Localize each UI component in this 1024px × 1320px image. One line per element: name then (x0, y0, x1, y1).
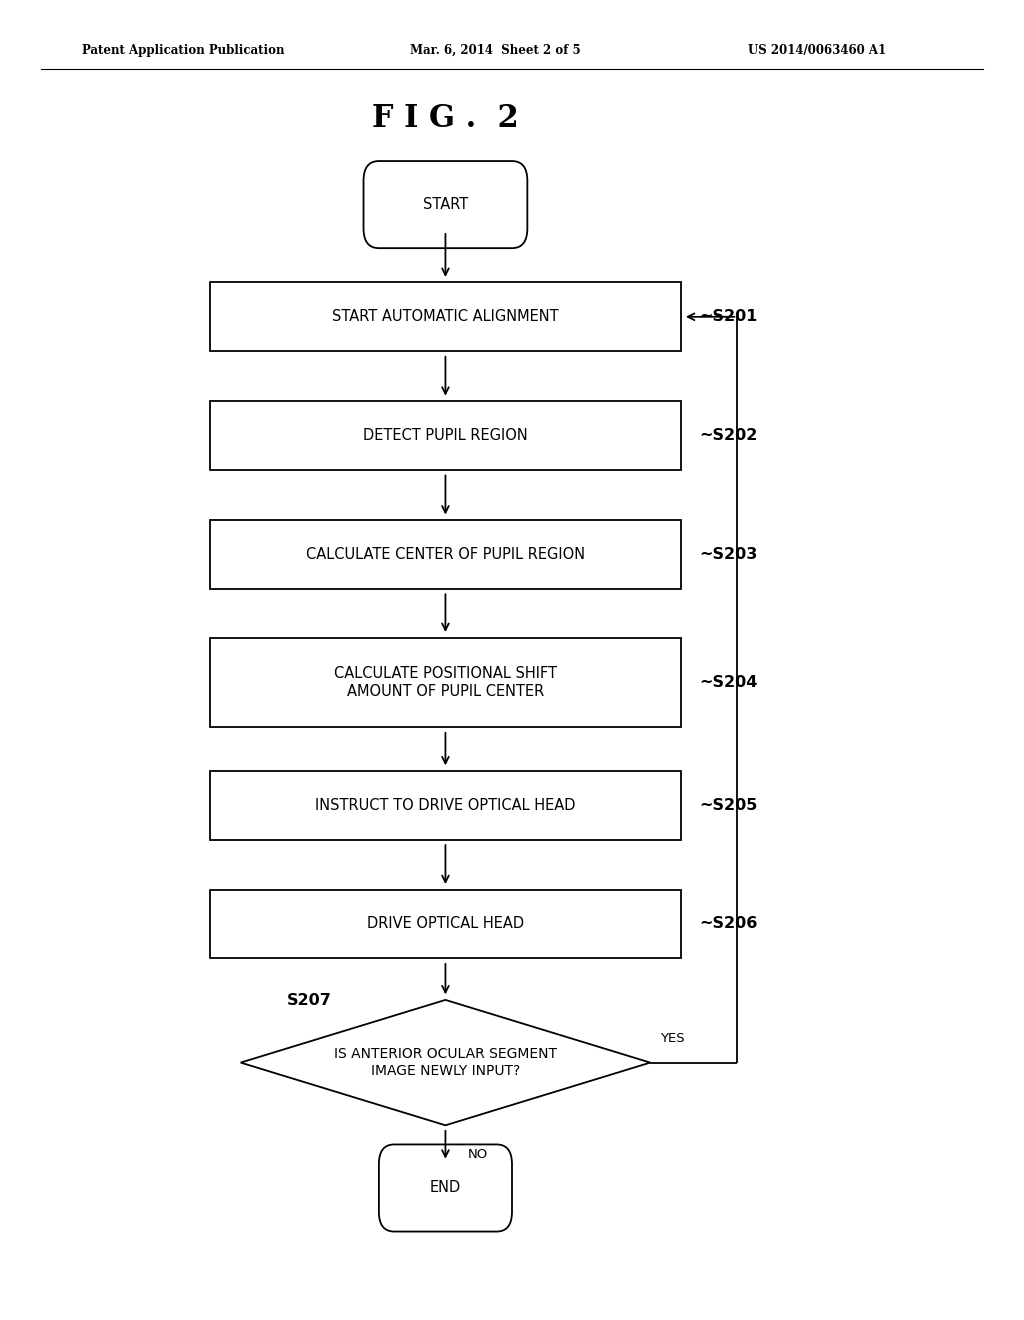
Text: ~S205: ~S205 (699, 797, 758, 813)
Text: DETECT PUPIL REGION: DETECT PUPIL REGION (364, 428, 527, 444)
Text: S207: S207 (287, 993, 332, 1008)
FancyBboxPatch shape (210, 771, 681, 840)
FancyBboxPatch shape (379, 1144, 512, 1232)
Text: ~S204: ~S204 (699, 675, 758, 690)
Text: YES: YES (660, 1032, 685, 1045)
Text: END: END (430, 1180, 461, 1196)
FancyBboxPatch shape (210, 401, 681, 470)
Text: Patent Application Publication: Patent Application Publication (82, 44, 285, 57)
Text: ~S206: ~S206 (699, 916, 758, 932)
Text: START: START (423, 197, 468, 213)
Text: INSTRUCT TO DRIVE OPTICAL HEAD: INSTRUCT TO DRIVE OPTICAL HEAD (315, 797, 575, 813)
FancyBboxPatch shape (210, 520, 681, 589)
FancyBboxPatch shape (210, 638, 681, 727)
Text: CALCULATE CENTER OF PUPIL REGION: CALCULATE CENTER OF PUPIL REGION (306, 546, 585, 562)
FancyBboxPatch shape (364, 161, 527, 248)
Text: ~S203: ~S203 (699, 546, 758, 562)
Text: CALCULATE POSITIONAL SHIFT
AMOUNT OF PUPIL CENTER: CALCULATE POSITIONAL SHIFT AMOUNT OF PUP… (334, 667, 557, 698)
Text: F I G .  2: F I G . 2 (372, 103, 519, 135)
Text: ~S201: ~S201 (699, 309, 758, 325)
FancyBboxPatch shape (210, 282, 681, 351)
Text: DRIVE OPTICAL HEAD: DRIVE OPTICAL HEAD (367, 916, 524, 932)
Text: IS ANTERIOR OCULAR SEGMENT
IMAGE NEWLY INPUT?: IS ANTERIOR OCULAR SEGMENT IMAGE NEWLY I… (334, 1048, 557, 1077)
Text: US 2014/0063460 A1: US 2014/0063460 A1 (748, 44, 886, 57)
Text: Mar. 6, 2014  Sheet 2 of 5: Mar. 6, 2014 Sheet 2 of 5 (410, 44, 581, 57)
Text: NO: NO (468, 1148, 488, 1160)
Text: START AUTOMATIC ALIGNMENT: START AUTOMATIC ALIGNMENT (332, 309, 559, 325)
Polygon shape (241, 1001, 650, 1125)
Text: ~S202: ~S202 (699, 428, 758, 444)
FancyBboxPatch shape (210, 890, 681, 958)
